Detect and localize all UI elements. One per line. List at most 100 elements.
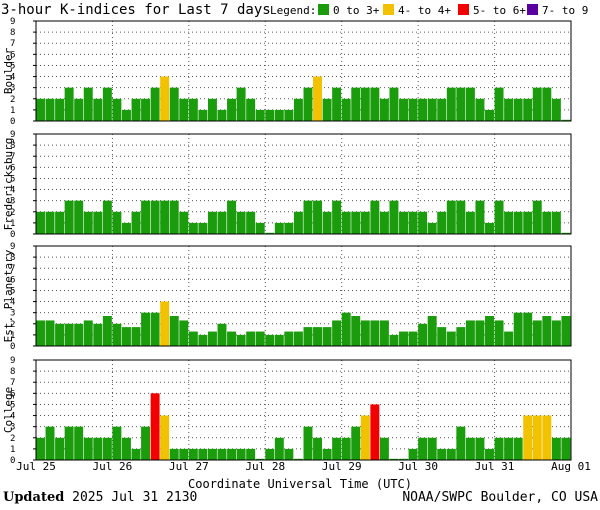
y-tick-label: 0 <box>10 342 15 352</box>
kp-bar <box>523 211 533 234</box>
kp-bar <box>274 222 284 234</box>
kp-bar <box>265 334 275 346</box>
kp-bar <box>370 87 380 121</box>
kp-bar <box>207 448 217 460</box>
kp-bar <box>150 393 160 460</box>
legend: Legend: 0 to 3+ 4- to 4+ 5- to 6+ 7- to 9 <box>270 4 588 17</box>
kp-bar <box>351 426 361 460</box>
kp-bar <box>112 323 122 346</box>
kp-bar <box>370 404 380 460</box>
kp-bar <box>102 437 112 460</box>
kp-bar <box>303 87 313 121</box>
kp-bar <box>313 200 323 234</box>
kp-bar <box>427 437 437 460</box>
kp-bar <box>456 87 466 121</box>
kp-bar <box>494 87 504 121</box>
kp-bar <box>121 437 131 460</box>
kp-bar <box>93 211 103 234</box>
kp-bar <box>504 437 514 460</box>
x-tick-label: Jul 31 <box>475 460 515 473</box>
legend-swatch <box>383 4 394 15</box>
kp-bar <box>64 426 74 460</box>
kp-bar <box>551 320 561 346</box>
kp-bar <box>284 448 294 460</box>
kp-bar <box>121 327 131 346</box>
y-tick-label: 5 <box>10 174 15 184</box>
kp-bar <box>179 98 189 121</box>
kp-bar <box>93 98 103 121</box>
kp-bar <box>246 211 256 234</box>
y-tick-label: 5 <box>10 61 15 71</box>
kp-bar <box>418 323 428 346</box>
kp-bar <box>313 437 323 460</box>
kp-bar <box>408 211 418 234</box>
panel-frame <box>35 359 572 461</box>
kp-bar <box>475 437 485 460</box>
kp-bar <box>322 327 332 346</box>
update-stamp: Updated 2025 Jul 31 2130 <box>3 490 197 505</box>
kp-bar <box>274 109 284 121</box>
kp-bar <box>360 87 370 121</box>
kp-bar <box>360 320 370 346</box>
kp-bar <box>246 98 256 121</box>
x-tick-label: Jul 25 <box>16 460 56 473</box>
kp-bar <box>542 316 552 346</box>
kp-bar <box>523 312 533 346</box>
data-source: NOAA/SWPC Boulder, CO USA <box>402 490 598 505</box>
kp-bar <box>169 316 179 346</box>
kp-bar <box>255 222 265 234</box>
legend-item-label: 7- to 9 <box>542 4 588 17</box>
kp-bar <box>532 415 542 460</box>
legend-item-label: 4- to 4+ <box>398 4 451 17</box>
chart-panels: 0123456789Boulder0123456789Fredericksbur… <box>2 17 572 466</box>
kp-bar <box>494 200 504 234</box>
kp-bar <box>437 211 447 234</box>
kp-bar <box>207 211 217 234</box>
kp-bar <box>341 312 351 346</box>
kp-bar <box>475 98 485 121</box>
kp-bar <box>465 87 475 121</box>
kp-bar <box>141 98 151 121</box>
kp-bar <box>561 437 571 460</box>
kp-bar <box>351 316 361 346</box>
kp-bar <box>293 331 303 346</box>
kp-bar <box>399 331 408 346</box>
y-tick-label: 1 <box>10 219 15 229</box>
kp-bar <box>274 437 284 460</box>
y-tick-label: 4 <box>10 298 15 308</box>
kp-bar <box>399 211 408 234</box>
kp-bar <box>542 211 552 234</box>
chart-title: 3-hour K-indices for Last 7 days <box>1 2 271 18</box>
y-tick-label: 5 <box>10 400 15 410</box>
kp-bar <box>36 98 45 121</box>
kp-bar <box>379 437 389 460</box>
kp-bar <box>351 211 361 234</box>
kp-bar <box>102 316 112 346</box>
kp-bar <box>188 448 198 460</box>
kp-bar <box>551 437 561 460</box>
kp-bar <box>160 200 170 234</box>
kp-bar <box>561 316 571 346</box>
y-tick-label: 6 <box>10 275 15 285</box>
kp-bar <box>45 426 55 460</box>
kp-bar <box>160 76 170 121</box>
kp-bar <box>179 211 189 234</box>
kp-bar <box>236 334 246 346</box>
kp-bar <box>284 331 294 346</box>
y-tick-label: 3 <box>10 197 15 207</box>
kp-bar <box>379 320 389 346</box>
panel-label: College <box>2 387 15 433</box>
kp-bar <box>504 331 514 346</box>
y-tick-label: 9 <box>10 242 15 252</box>
legend-item-label: 5- to 6+ <box>473 4 526 17</box>
kp-bar <box>303 426 313 460</box>
kp-bar <box>83 320 93 346</box>
kp-bar <box>112 211 122 234</box>
kp-bar <box>360 415 370 460</box>
kp-bar <box>188 331 198 346</box>
kp-bar <box>102 200 112 234</box>
